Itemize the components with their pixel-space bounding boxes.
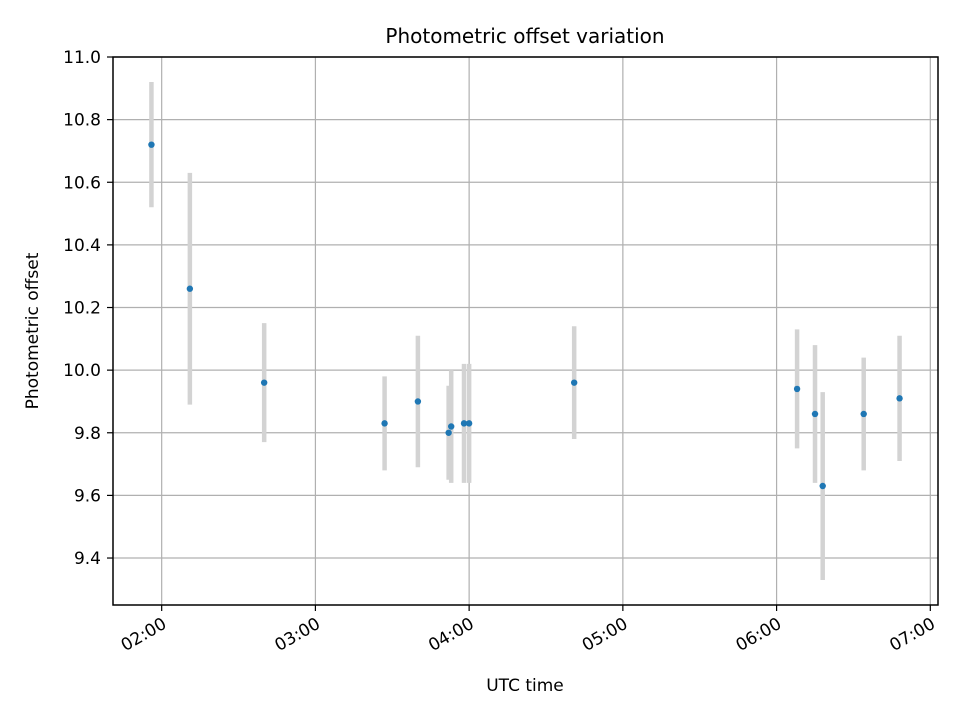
y-tick-label: 10.0 xyxy=(63,361,101,381)
data-point xyxy=(445,429,452,436)
data-points xyxy=(148,141,903,490)
data-point xyxy=(860,410,867,418)
y-tick-label: 10.6 xyxy=(63,173,101,193)
x-axis-ticks: 02:00 03:00 04:00 05:00 06:00 07:00 xyxy=(118,605,939,656)
data-point xyxy=(460,420,468,427)
error-bars xyxy=(149,82,902,580)
data-point xyxy=(148,141,155,148)
y-axis-label: Photometric offset xyxy=(23,252,43,409)
y-tick-label: 9.4 xyxy=(74,549,101,569)
data-point xyxy=(447,423,455,430)
data-point xyxy=(465,420,473,427)
x-tick-label: 05:00 xyxy=(579,614,631,656)
x-axis-label: UTC time xyxy=(486,676,564,696)
chart-title: Photometric offset variation xyxy=(385,24,664,48)
x-tick-label: 07:00 xyxy=(886,614,938,656)
y-tick-label: 9.6 xyxy=(74,486,101,506)
data-point xyxy=(819,482,826,490)
data-point xyxy=(260,379,268,386)
x-tick-label: 02:00 xyxy=(118,614,170,656)
data-point xyxy=(811,410,819,418)
y-axis-ticks: 9.4 9.6 9.8 10.0 10.2 10.4 10.6 10.8 11.0 xyxy=(63,48,113,569)
x-tick-label: 04:00 xyxy=(425,614,477,656)
x-tick-label: 06:00 xyxy=(733,614,785,656)
grid xyxy=(113,56,938,605)
data-point xyxy=(896,395,903,402)
y-tick-label: 11.0 xyxy=(63,48,101,68)
plot-frame xyxy=(112,56,939,606)
y-tick-label: 10.4 xyxy=(63,236,101,256)
y-tick-label: 10.8 xyxy=(63,111,101,131)
x-tick-label: 03:00 xyxy=(271,614,323,656)
data-point xyxy=(186,285,194,292)
data-point xyxy=(414,398,422,405)
y-tick-label: 10.2 xyxy=(63,299,101,319)
data-point xyxy=(793,385,801,393)
data-point xyxy=(570,379,578,386)
data-point xyxy=(381,420,388,427)
y-tick-label: 9.8 xyxy=(74,424,101,444)
